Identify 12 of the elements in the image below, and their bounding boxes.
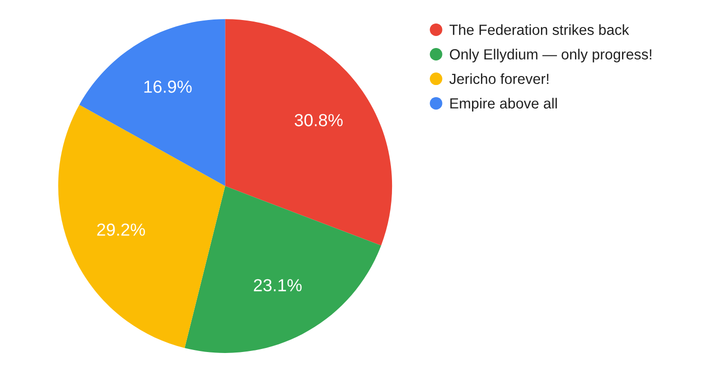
pie-slice [225,19,392,246]
pie-slice [184,186,382,354]
data-label: 16.9% [144,80,192,93]
pie-slice [58,104,226,348]
legend-label: Jericho forever! [449,73,548,84]
data-label: 29.2% [97,224,145,236]
legend-label: The Federation strikes back [450,24,630,35]
data-label: 30.8% [294,114,343,126]
legend-label: Empire above all [450,98,557,112]
legend-label: Only Ellydium — only progress! [450,48,652,62]
pie-slice [79,19,226,186]
data-label: 23.1% [254,279,302,292]
